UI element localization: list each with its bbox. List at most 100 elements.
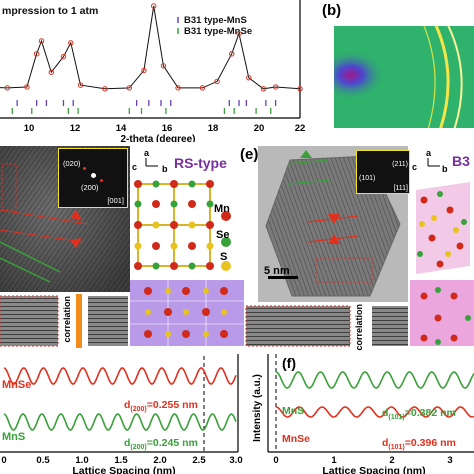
xrd-legend: B31 type-MnS B31 type-MnSe [177,15,252,37]
xrd-x-ticks: 10 12 14 16 18 20 22 [24,123,306,134]
xrd-tick-20: 20 [254,123,265,134]
left-x-ticks: 0 0.5 1.0 1.5 2.0 2.5 3.0 [1,455,242,466]
left-profile-mnse [3,367,237,385]
rs-unit-cell [134,180,214,270]
right-series-mnse-label: MnSe [282,433,310,445]
detector-image-panel: (b) [316,0,474,128]
legend-s: S [220,251,227,263]
rs-correlation-label: correlation [62,296,72,343]
xrd-data-point [260,86,267,92]
xrd-data-point [4,85,11,91]
tem-b31-image: 5 nm [258,146,408,302]
xrd-data-point [102,86,108,92]
b31-type-tag: B3 [452,153,470,169]
xrd-tick-18: 18 [208,123,219,134]
xrd-data-point [126,85,133,91]
right-series-mns-label: MnS [282,405,304,417]
right-d-label-mns: d(101)=0.382 nm [382,407,456,421]
right-tick-0: 0 [273,455,278,466]
xrd-data-point [24,84,30,90]
right-tick-3: 3 [447,455,452,466]
xrd-data-point [229,51,235,57]
xrd-data-point [199,85,206,91]
xrd-data-point [38,38,45,44]
b31-projection [420,287,471,345]
svg-text:d(200)=0.255 nm: d(200)=0.255 nm [124,399,198,413]
xrd-data-point [68,40,74,46]
xrd-data-point [60,53,67,60]
xrd-fit-line [0,5,301,90]
right-d-sub-mnse: (101) [388,444,404,451]
left-tick-10: 1.0 [75,455,88,466]
left-tick-25: 2.5 [192,455,206,466]
b31-structure-panel: a c b B3 [410,146,474,348]
xrd-tick-14: 14 [116,123,127,134]
right-profile-curves [275,371,474,418]
panel-label-e: (e) [240,146,259,163]
right-ylabel: Intensity (a.u.) [252,374,263,442]
left-series-mns-label: MnS [2,431,25,443]
left-tick-05: 0.5 [36,455,50,466]
xrd-data-point [214,78,220,85]
xrd-plot-area [0,3,303,114]
svg-text:d(200)=0.245 nm: d(200)=0.245 nm [124,437,198,451]
left-profile-curves [3,367,237,431]
right-d-prefix-mns: d [382,407,388,419]
xrd-data-point [48,69,54,75]
right-profile-mns [275,371,474,389]
xrd-data-point [77,82,84,88]
detector-image [334,26,474,128]
left-d-value-mns: =0.245 nm [147,437,198,449]
xrd-tick-16: 16 [162,123,173,134]
rs-structure-panel: a c b RS-type [130,146,244,348]
b31-unit-cell [416,182,470,274]
fft-label-zone-b31: [111] [393,185,408,192]
rs-type-tag: RS-type [174,155,227,171]
xrd-legend-mns: B31 type-MnS [184,15,247,26]
b31-correlation-label: correlation [354,304,364,351]
left-d-prefix-mnse: d [124,399,130,411]
right-d-prefix-mnse: d [382,437,388,449]
xrd-data-point [297,86,303,92]
left-d-label-mns: d(200)=0.245 nm [124,437,198,451]
fft-label-101: (101) [359,175,376,182]
xrd-data-point [272,84,279,90]
scale-bar-label: 5 nm [264,265,290,277]
xrd-data-point [150,3,157,9]
xrd-legend-mnse: B31 type-MnSe [184,26,252,37]
left-tick-15: 1.5 [114,455,128,466]
left-d-value-mnse: =0.255 nm [147,399,198,411]
left-d-sub-mns: (200) [130,444,146,451]
rs-axis-b: b [162,164,168,174]
right-d-label-mnse: d(101)=0.396 nm [382,437,456,451]
xrd-data-point [33,51,40,57]
b31-axis-c: c [412,162,417,172]
right-tick-1: 1 [331,455,337,466]
left-tick-30: 3.0 [229,455,242,466]
tem-rs-fft-inset: (020) (200) [001] [58,148,128,208]
left-d-sub-mnse: (200) [130,406,146,413]
xrd-tick-12: 12 [70,123,81,134]
b31-axis-a: a [426,148,432,158]
svg-text:d(101)=0.382 nm: d(101)=0.382 nm [382,407,456,421]
xrd-data-point [175,85,181,91]
left-xlabel: Lattice Spacing (nm) [72,465,175,474]
rs-projection [130,280,244,346]
right-profile-mnse [275,406,474,418]
xrd-data-point [160,63,167,69]
tem-b31-panel: (e) 5 nm (101) (211) [111] [240,146,410,351]
left-d-prefix-mns: d [124,437,130,449]
xrd-data-point [141,67,147,74]
left-series-mnse-label: MnSe [2,379,31,391]
tem-rs-panel: (020) (200) [001] [0,146,130,292]
left-d-label-mnse: d(200)=0.255 nm [124,399,198,413]
right-d-value-mnse: =0.396 nm [405,437,456,449]
xrd-xlabel: 2-theta (degree) [120,134,195,142]
right-d-sub-mns: (101) [388,414,404,421]
xrd-tick-22: 22 [295,123,306,134]
legend-se: Se [216,229,229,241]
xrd-tick-10: 10 [24,123,35,134]
right-xlabel: Lattice Spacing (nm) [322,465,425,474]
fft-label-200: (200) [81,183,99,192]
b31-axis-b: b [442,164,448,174]
